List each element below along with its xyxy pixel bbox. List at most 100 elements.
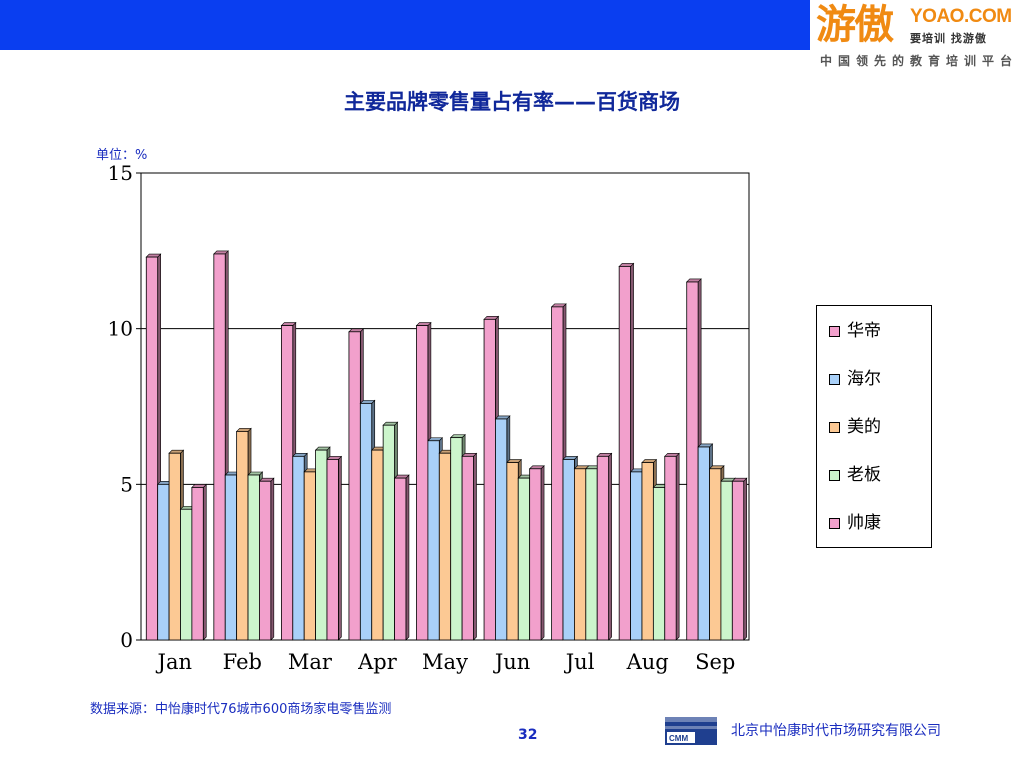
bar: [720, 480, 733, 641]
legend-item: 老板: [829, 465, 881, 485]
logo-brand-text: 游傲: [816, 1, 894, 48]
bar: [427, 440, 440, 641]
bar-top: [664, 453, 680, 457]
bar-side: [270, 477, 275, 641]
legend-label: 老板: [847, 465, 881, 485]
bar: [191, 487, 204, 641]
bar: [348, 331, 361, 641]
bar: [224, 474, 238, 641]
page-title: 主要品牌零售量占有率——百货商场: [344, 90, 680, 114]
bar: [630, 471, 643, 641]
bar-top: [641, 459, 658, 463]
bar-top: [314, 446, 331, 451]
bar: [697, 446, 710, 641]
company-name: 北京中怡康时代市场研究有限公司: [731, 723, 941, 739]
bar: [709, 468, 722, 641]
legend-swatch: [829, 422, 840, 433]
bar-side: [608, 452, 612, 641]
legend-label: 美的: [847, 417, 881, 437]
header-bar: [0, 0, 810, 50]
bar: [180, 508, 193, 641]
bar-top: [483, 316, 500, 320]
bar: [686, 281, 699, 641]
bar-top: [562, 456, 579, 460]
bar-top: [213, 250, 229, 255]
bar: [562, 459, 575, 641]
bar-top: [506, 459, 522, 463]
bar-side: [675, 452, 680, 641]
bar-top: [145, 253, 162, 258]
bar-side: [405, 474, 410, 641]
chart-legend: 华帝海尔美的老板帅康: [816, 305, 932, 548]
bar: [326, 459, 339, 641]
legend-item: 华帝: [829, 321, 881, 341]
bar: [438, 452, 452, 641]
x-tick-label: Jan: [156, 650, 192, 674]
legend-label: 华帝: [847, 321, 881, 341]
bar: [652, 487, 666, 641]
x-tick-label: Aug: [626, 650, 669, 674]
bar: [461, 455, 474, 641]
bar-top: [292, 453, 308, 457]
legend-item: 美的: [829, 417, 881, 437]
bar: [292, 455, 305, 641]
bar-top: [697, 443, 714, 448]
bar: [450, 437, 463, 641]
bar: [315, 449, 328, 641]
bar: [382, 424, 395, 641]
bar: [236, 431, 249, 641]
bar-top: [685, 278, 702, 283]
bar-top: [618, 263, 635, 267]
bar-top: [168, 449, 185, 454]
bar: [596, 455, 610, 641]
logo-domain-text: YOAO.COM: [910, 6, 1012, 27]
bar: [259, 480, 272, 641]
bar: [247, 474, 260, 641]
legend-label: 海尔: [847, 369, 881, 389]
legend-swatch: [829, 518, 840, 529]
bar-top: [258, 477, 275, 482]
legend-swatch: [829, 374, 840, 385]
legend-swatch: [829, 470, 840, 481]
bar-top: [415, 322, 432, 326]
bar-top: [494, 415, 511, 420]
bar-top: [247, 471, 264, 476]
bar: [618, 265, 631, 641]
bar-top: [191, 484, 208, 488]
cmm-logo-text: CMM: [669, 734, 688, 743]
bar-top: [731, 477, 748, 482]
bar-top: [280, 322, 297, 326]
bar: [574, 468, 587, 641]
bar: [495, 418, 508, 641]
y-tick-label: 0: [120, 628, 133, 652]
x-tick-label: May: [422, 650, 468, 674]
data-source-note: 数据来源：中怡康时代76城市600商场家电零售监测: [90, 702, 392, 717]
bar: [157, 483, 170, 641]
y-tick-label: 15: [108, 161, 133, 185]
legend-item: 海尔: [829, 369, 881, 389]
y-tick-label: 5: [120, 472, 133, 496]
bar: [416, 325, 429, 641]
bar: [213, 253, 226, 641]
bar-top: [550, 303, 567, 308]
bar: [585, 468, 598, 641]
bar-top: [461, 453, 478, 457]
x-tick-label: Jun: [493, 650, 530, 674]
yoao-logo[interactable]: 游傲 YOAO.COM 要培训 找游傲 中国领先的教育培训平台: [810, 0, 1024, 76]
cmm-logo-icon: CMM: [665, 717, 717, 745]
bar: [168, 452, 181, 641]
bar: [731, 480, 745, 641]
bar-side: [743, 477, 748, 641]
bar-side: [202, 483, 207, 641]
bar-top: [235, 428, 252, 432]
y-tick-label: 10: [108, 317, 133, 341]
logo-tagline-text: 中国领先的教育培训平台: [820, 54, 1019, 68]
bar-top: [596, 453, 613, 457]
bar-top: [382, 421, 399, 426]
legend-label: 帅康: [847, 513, 881, 533]
bar: [145, 256, 159, 641]
bar-top: [326, 456, 343, 460]
bar-top: [708, 465, 725, 470]
unit-label: 单位：%: [96, 148, 148, 163]
bar-top: [528, 465, 545, 470]
